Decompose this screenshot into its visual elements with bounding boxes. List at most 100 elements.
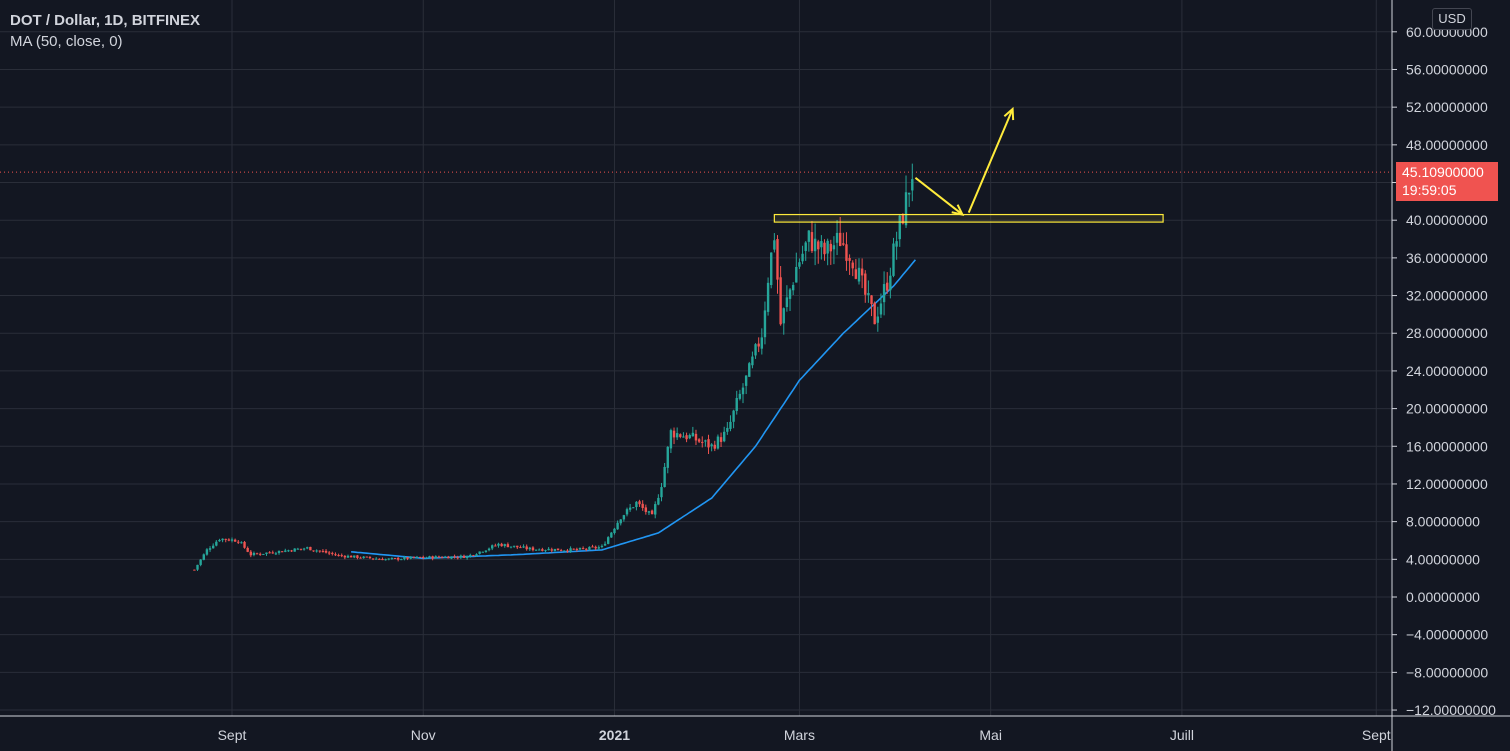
candle-body: [274, 553, 278, 555]
candle-body: [722, 431, 726, 442]
candle-body: [462, 555, 466, 558]
y-tick-label: 8.00000000: [1406, 514, 1480, 530]
candle-body: [788, 289, 792, 299]
candle-body: [710, 444, 713, 447]
candle-body: [359, 557, 362, 559]
candle-body: [221, 538, 224, 541]
candle-body: [744, 375, 748, 386]
candle-body: [437, 556, 441, 558]
candle-body: [666, 446, 669, 468]
candle-body: [494, 545, 497, 547]
candle-body: [632, 507, 635, 509]
candle-body: [268, 552, 271, 554]
candle-body: [450, 556, 453, 559]
candle-body: [826, 240, 829, 254]
candle-body: [785, 297, 789, 308]
candle-body: [393, 558, 397, 560]
candle-body: [400, 559, 403, 561]
candle-body: [337, 555, 340, 557]
candle-body: [456, 557, 459, 559]
candle-body: [327, 552, 331, 554]
candle-body: [375, 558, 378, 560]
candle-body: [487, 548, 491, 551]
candle-body: [795, 266, 798, 283]
candle-body: [735, 397, 738, 411]
y-tick-label: 56.00000000: [1406, 61, 1488, 77]
candle-body: [663, 466, 666, 487]
candle-body: [829, 243, 832, 252]
candle-body: [525, 546, 528, 550]
candle-body: [889, 275, 892, 291]
grid-lines: [0, 0, 1392, 716]
candle-body: [848, 258, 851, 261]
candle-body: [284, 550, 287, 552]
candle-body: [484, 550, 488, 552]
candle-body: [465, 556, 469, 559]
candle-body: [378, 558, 381, 560]
candle-body: [509, 546, 513, 548]
candle-body: [390, 557, 394, 559]
candle-body: [447, 556, 450, 559]
candle-body: [334, 554, 337, 556]
candle-body: [287, 550, 290, 552]
candle-body: [694, 433, 698, 441]
candle-body: [243, 541, 246, 548]
candle-body: [218, 539, 221, 542]
candle-body: [628, 507, 632, 510]
candle-body: [271, 552, 274, 554]
candle-body: [572, 548, 575, 550]
candle-body: [559, 550, 563, 552]
candle-body: [415, 556, 419, 558]
candle-body: [726, 427, 729, 432]
y-tick-label: 20.00000000: [1406, 401, 1488, 417]
candle-body: [616, 522, 619, 530]
candle-body: [277, 550, 281, 554]
candle-body: [810, 232, 814, 252]
candle-body: [911, 179, 914, 191]
candle-body: [550, 549, 553, 551]
candle-body: [804, 242, 807, 251]
candle-body: [766, 282, 770, 312]
candle-body: [459, 555, 463, 558]
y-tick-label: 48.00000000: [1406, 137, 1488, 153]
candle-body: [368, 556, 372, 559]
candle-body: [208, 548, 212, 550]
candle-body: [581, 548, 585, 550]
indicator-label: MA (50, close, 0): [10, 33, 123, 50]
candle-body: [199, 559, 202, 565]
candle-body: [512, 545, 516, 547]
x-tick-label: Sept: [218, 727, 247, 743]
arrow-head: [1003, 106, 1015, 121]
candle-body: [763, 310, 767, 338]
candle-body: [293, 548, 296, 552]
currency-button[interactable]: USD: [1432, 8, 1472, 30]
candle-body: [641, 503, 644, 508]
candle-body: [196, 564, 199, 570]
candle-body: [240, 542, 243, 544]
candle-body: [669, 430, 673, 449]
candle-body: [660, 487, 663, 498]
symbol-title: DOT / Dollar, 1D, BITFINEX: [10, 12, 201, 29]
candle-body: [760, 337, 764, 349]
candle-body: [299, 548, 303, 550]
candle-body: [697, 439, 701, 442]
candle-body: [867, 293, 870, 296]
candle-body: [876, 316, 880, 323]
candle-body: [280, 551, 284, 553]
candle-body: [882, 284, 886, 303]
candle-body: [528, 547, 532, 550]
candle-body: [481, 551, 484, 553]
candle-body: [650, 510, 654, 515]
candle-body: [817, 241, 820, 250]
x-tick-label: Mars: [784, 727, 815, 743]
candle-body: [569, 548, 572, 552]
candle-body: [215, 541, 218, 546]
candle-body: [716, 436, 720, 449]
arrow-line: [967, 108, 1014, 214]
y-tick-label: 52.00000000: [1406, 99, 1488, 115]
candle-body: [578, 547, 582, 550]
x-tick-label: Juill: [1170, 727, 1194, 743]
candle-body: [638, 501, 641, 505]
